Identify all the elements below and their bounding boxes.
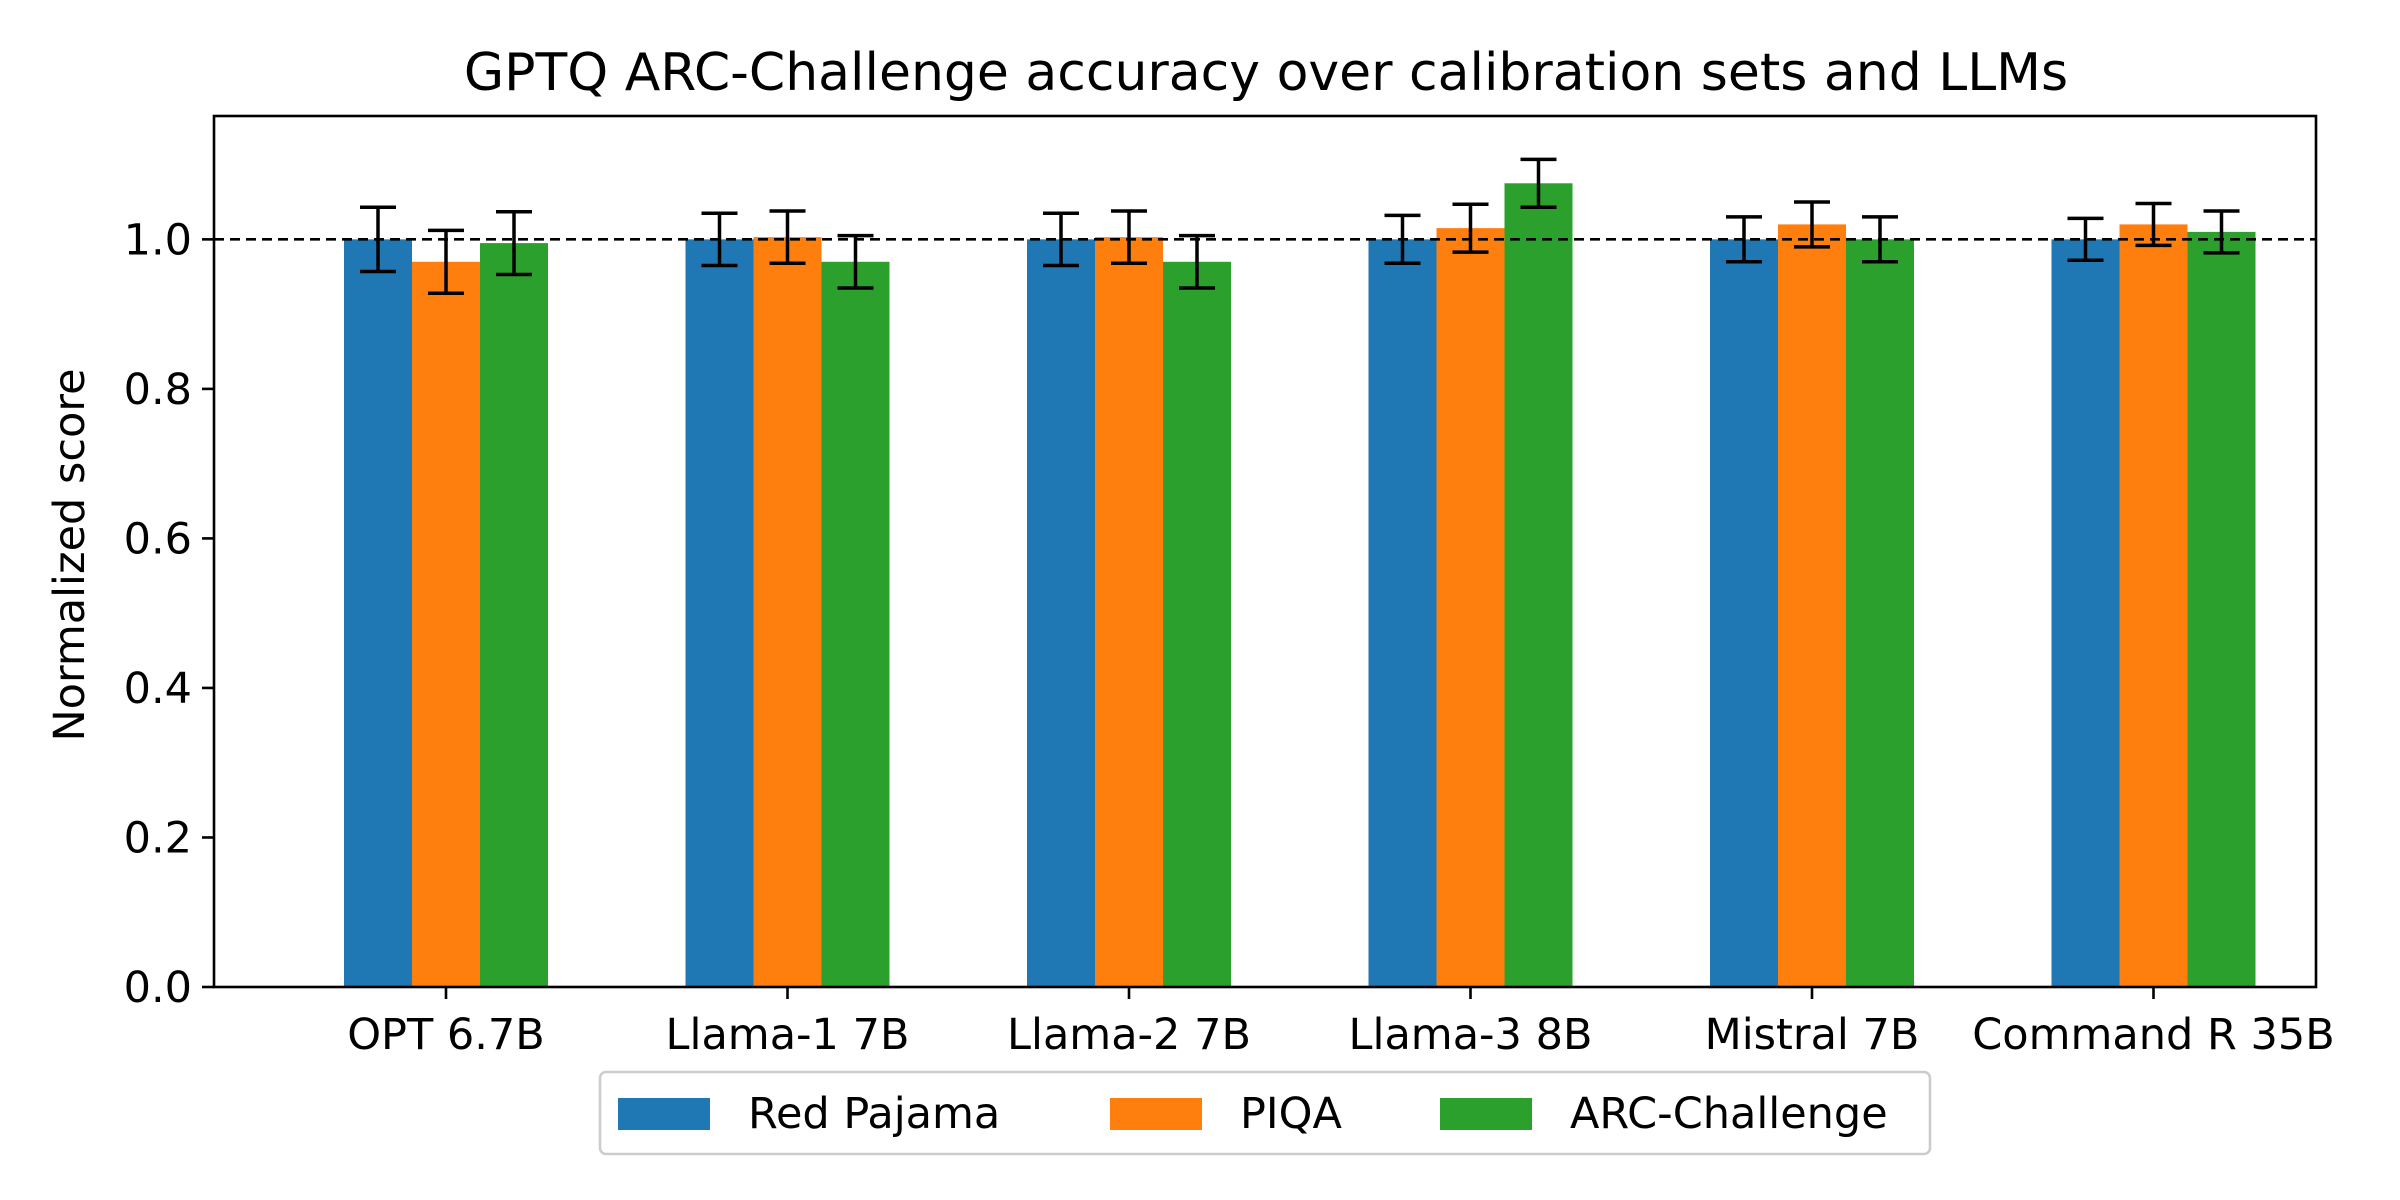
bar-arc-challenge-4	[1846, 239, 1914, 987]
y-tick-label-5: 1.0	[124, 215, 192, 265]
y-axis-label: Normalized score	[45, 368, 95, 741]
x-tick-label-3: Llama-3 8B	[1349, 1010, 1593, 1060]
bar-piqa-3	[1436, 228, 1505, 987]
bar-red-pajama-4	[1710, 239, 1778, 987]
bar-arc-challenge-1	[821, 261, 890, 988]
bar-red-pajama-3	[1368, 239, 1437, 987]
bar-piqa-4	[1778, 224, 1846, 988]
legend-swatch-red-pajama	[618, 1098, 710, 1130]
bar-red-pajama-5	[2051, 239, 2120, 987]
bar-red-pajama-1	[685, 239, 754, 987]
y-tick-label-1: 0.2	[124, 813, 192, 863]
x-tick-label-0: OPT 6.7B	[347, 1010, 545, 1060]
x-tick-label-2: Llama-2 7B	[1007, 1010, 1251, 1060]
bar-piqa-5	[2119, 224, 2188, 988]
bar-red-pajama-0	[344, 239, 412, 987]
y-tick-label-4: 0.8	[124, 365, 192, 415]
chart-title: GPTQ ARC-Challenge accuracy over calibra…	[464, 43, 2068, 103]
legend: Red Pajama PIQA ARC-Challenge	[598, 1070, 1932, 1156]
bar-arc-challenge-3	[1504, 183, 1573, 988]
x-tick-label-4: Mistral 7B	[1705, 1010, 1920, 1060]
bar-piqa-2	[1095, 237, 1163, 987]
bar-piqa-1	[753, 237, 822, 987]
x-tick-label-5: Command R 35B	[1972, 1010, 2334, 1060]
legend-swatch-arc-challenge	[1440, 1098, 1532, 1130]
plot-frame	[212, 114, 2318, 989]
y-tick-label-3: 0.6	[124, 514, 192, 564]
legend-label-arc-challenge: ARC-Challenge	[1570, 1089, 1888, 1139]
plot-area: 0.0 0.2 0.4 0.6 0.8 1.0 OPT 6.7B Llama-1 7B Llam…	[124, 114, 2335, 1060]
legend-swatch-piqa	[1110, 1098, 1202, 1130]
x-tick-label-1: Llama-1 7B	[666, 1010, 910, 1060]
legend-box	[598, 1070, 1932, 1156]
legend-label-red-pajama: Red Pajama	[748, 1089, 1000, 1139]
y-tick-label-2: 0.4	[124, 664, 192, 714]
bar-red-pajama-2	[1027, 239, 1095, 987]
bar-arc-challenge-2	[1163, 261, 1231, 988]
bar-piqa-0	[412, 261, 480, 988]
legend-label-piqa: PIQA	[1240, 1089, 1342, 1139]
bar-arc-challenge-0	[480, 243, 548, 988]
y-tick-label-0: 0.0	[124, 963, 192, 1013]
bar-arc-challenge-5	[2187, 231, 2256, 987]
